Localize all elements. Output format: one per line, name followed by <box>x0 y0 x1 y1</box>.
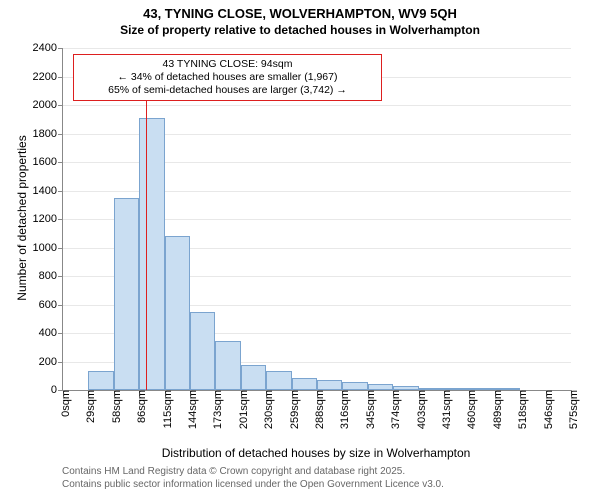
xtick-label: 173sqm <box>206 390 224 429</box>
histogram-bar <box>266 371 291 390</box>
xtick-label: 374sqm <box>384 390 402 429</box>
xtick-label: 201sqm <box>232 390 250 429</box>
y-axis-label: Number of detached properties <box>15 118 29 318</box>
ytick-label: 400 <box>39 327 63 339</box>
annotation-box: 43 TYNING CLOSE: 94sqm← 34% of detached … <box>73 54 382 101</box>
xtick-label: 86sqm <box>130 390 148 423</box>
plot-area: 0200400600800100012001400160018002000220… <box>62 48 571 391</box>
xtick-label: 489sqm <box>486 390 504 429</box>
footer-line1: Contains HM Land Registry data © Crown c… <box>62 466 444 479</box>
histogram-bar <box>342 382 367 390</box>
annotation-line3: 65% of semi-detached houses are larger (… <box>80 84 375 97</box>
xtick-label: 431sqm <box>435 390 453 429</box>
ytick-label: 200 <box>39 356 63 368</box>
histogram-bar <box>317 380 342 390</box>
xtick-label: 403sqm <box>410 390 428 429</box>
xtick-label: 29sqm <box>79 390 97 423</box>
histogram-bar <box>165 236 190 390</box>
ytick-label: 1600 <box>33 156 63 168</box>
annotation-marker-line <box>146 101 147 390</box>
histogram-bar <box>215 341 240 390</box>
xtick-label: 230sqm <box>257 390 275 429</box>
xtick-label: 115sqm <box>156 390 174 428</box>
xtick-label: 144sqm <box>181 390 199 429</box>
ytick-label: 1400 <box>33 185 63 197</box>
xtick-label: 575sqm <box>562 390 580 429</box>
histogram-bar <box>88 371 113 390</box>
x-axis-label: Distribution of detached houses by size … <box>62 446 570 460</box>
xtick-label: 518sqm <box>511 390 529 429</box>
xtick-label: 58sqm <box>105 390 123 423</box>
ytick-label: 2400 <box>33 42 63 54</box>
ytick-label: 2200 <box>33 71 63 83</box>
xtick-label: 0sqm <box>54 390 72 417</box>
xtick-label: 546sqm <box>537 390 555 429</box>
annotation-line1: 43 TYNING CLOSE: 94sqm <box>80 58 375 71</box>
gridline <box>63 105 571 106</box>
histogram-bar <box>292 378 317 390</box>
gridline <box>63 48 571 49</box>
xtick-label: 316sqm <box>333 390 351 429</box>
xtick-label: 345sqm <box>359 390 377 429</box>
chart-title: 43, TYNING CLOSE, WOLVERHAMPTON, WV9 5QH <box>0 0 600 23</box>
ytick-label: 1800 <box>33 128 63 140</box>
footer-attribution: Contains HM Land Registry data © Crown c… <box>62 466 444 491</box>
footer-line2: Contains public sector information licen… <box>62 479 444 492</box>
histogram-bar <box>190 312 215 390</box>
annotation-line2: ← 34% of detached houses are smaller (1,… <box>80 71 375 84</box>
ytick-label: 600 <box>39 299 63 311</box>
ytick-label: 1200 <box>33 213 63 225</box>
chart-container: 43, TYNING CLOSE, WOLVERHAMPTON, WV9 5QH… <box>0 0 600 500</box>
ytick-label: 1000 <box>33 242 63 254</box>
ytick-label: 800 <box>39 270 63 282</box>
xtick-label: 460sqm <box>460 390 478 429</box>
histogram-bar <box>139 118 164 390</box>
histogram-bar <box>114 198 139 390</box>
histogram-bar <box>241 365 266 390</box>
xtick-label: 288sqm <box>308 390 326 429</box>
ytick-label: 2000 <box>33 99 63 111</box>
xtick-label: 259sqm <box>283 390 301 429</box>
chart-subtitle: Size of property relative to detached ho… <box>0 23 600 37</box>
